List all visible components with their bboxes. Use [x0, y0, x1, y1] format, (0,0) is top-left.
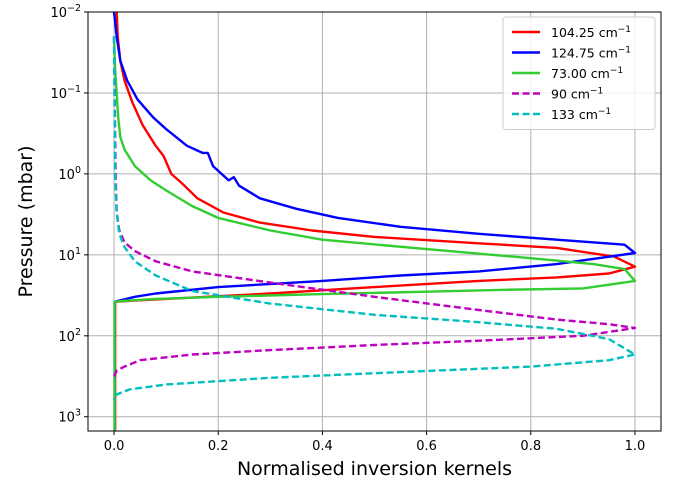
y-tick-exponent: −1 — [67, 84, 81, 95]
y-tick-exponent: −2 — [67, 3, 81, 14]
x-axis-label: Normalised inversion kernels — [237, 458, 512, 480]
x-tick-label: 1.0 — [625, 439, 646, 454]
legend-label-name: 90 cm — [551, 87, 590, 102]
y-tick-label: 10−2 — [50, 3, 81, 21]
x-tick-label: 0.8 — [520, 439, 541, 454]
y-tick-base: 10 — [58, 330, 75, 345]
y-tick-base: 10 — [50, 6, 67, 21]
y-tick-exponent: 0 — [75, 165, 81, 176]
y-tick-label: 102 — [58, 327, 81, 345]
y-tick-base: 10 — [58, 168, 75, 183]
legend-label-name: 133 cm — [551, 107, 598, 122]
legend-label-unit-exponent: −1 — [590, 87, 603, 97]
y-tick-label: 101 — [58, 246, 81, 264]
legend-label-name: 73.00 cm — [551, 66, 610, 81]
y-tick-exponent: 2 — [75, 327, 81, 338]
legend-label-name: 104.25 cm — [551, 25, 618, 40]
legend-label-unit-exponent: −1 — [610, 66, 623, 76]
x-tick-label: 0.0 — [104, 439, 125, 454]
legend-label-unit-exponent: −1 — [618, 25, 631, 35]
y-tick-label: 10−1 — [50, 84, 81, 102]
y-axis-label: Pressure (mbar) — [15, 145, 37, 297]
x-tick-label: 0.4 — [312, 439, 333, 454]
y-tick-label: 103 — [58, 408, 81, 426]
legend-label-name: 124.75 cm — [551, 46, 618, 61]
y-tick-base: 10 — [58, 249, 75, 264]
legend-label-unit-exponent: −1 — [598, 107, 611, 117]
x-tick-label: 0.6 — [416, 439, 437, 454]
y-tick-base: 10 — [50, 87, 67, 102]
y-tick-base: 10 — [58, 411, 75, 426]
y-tick-exponent: 3 — [75, 408, 81, 419]
y-tick-label: 100 — [58, 165, 81, 183]
legend-label-unit-exponent: −1 — [618, 46, 631, 56]
x-tick-label: 0.2 — [208, 439, 229, 454]
y-tick-exponent: 1 — [75, 246, 81, 257]
